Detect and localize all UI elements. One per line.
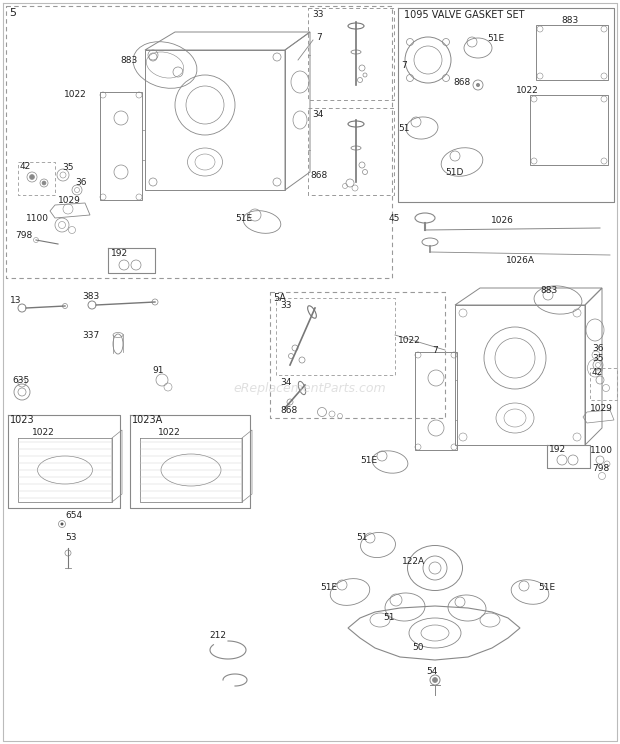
Circle shape [30, 175, 35, 179]
Text: 51E: 51E [360, 455, 377, 464]
Text: 635: 635 [12, 376, 29, 385]
Circle shape [42, 181, 46, 185]
Text: 36: 36 [592, 344, 603, 353]
Text: 883: 883 [540, 286, 557, 295]
Text: 51E: 51E [235, 214, 252, 222]
Text: 13: 13 [10, 295, 22, 304]
Text: 337: 337 [82, 330, 99, 339]
Circle shape [433, 678, 438, 682]
Text: 36: 36 [75, 178, 87, 187]
Circle shape [476, 83, 480, 87]
Text: 868: 868 [310, 170, 327, 179]
Text: 383: 383 [82, 292, 99, 301]
Text: 122A: 122A [402, 557, 425, 566]
Text: 1029: 1029 [590, 403, 613, 412]
Text: 1100: 1100 [590, 446, 613, 455]
Text: 51D: 51D [445, 167, 463, 176]
Text: 51E: 51E [538, 583, 555, 591]
Text: 883: 883 [120, 56, 137, 65]
Text: 1023A: 1023A [132, 415, 163, 425]
Text: 50: 50 [412, 644, 423, 652]
Text: 1022: 1022 [64, 89, 87, 98]
Text: 35: 35 [592, 353, 603, 362]
Circle shape [61, 522, 63, 525]
Text: 51E: 51E [320, 583, 337, 591]
Text: 1026: 1026 [490, 216, 513, 225]
Text: 7: 7 [401, 60, 407, 69]
Text: 34: 34 [312, 109, 324, 118]
Text: eReplacementParts.com: eReplacementParts.com [234, 382, 386, 394]
Text: 212: 212 [210, 630, 226, 640]
Text: 654: 654 [65, 510, 82, 519]
Text: 1022: 1022 [158, 428, 181, 437]
Text: 192: 192 [111, 248, 128, 257]
Text: 7: 7 [316, 33, 322, 42]
Text: 51: 51 [383, 614, 394, 623]
Text: 1022: 1022 [516, 86, 539, 94]
Text: 51: 51 [398, 124, 409, 132]
Text: 868: 868 [280, 405, 297, 414]
Text: 33: 33 [280, 301, 291, 310]
Text: 5A: 5A [273, 293, 286, 303]
Text: 798: 798 [592, 464, 609, 472]
Text: 35: 35 [62, 162, 74, 172]
Text: 33: 33 [312, 10, 324, 19]
Text: 53: 53 [65, 533, 76, 542]
Text: 1022: 1022 [398, 336, 421, 344]
Text: 51E: 51E [487, 33, 504, 42]
Text: 5: 5 [9, 8, 16, 18]
Text: 1100: 1100 [26, 214, 49, 222]
Text: 1026A: 1026A [505, 255, 534, 265]
Text: 54: 54 [427, 667, 438, 676]
Text: 883: 883 [561, 16, 578, 25]
Text: 34: 34 [280, 377, 291, 386]
Text: 192: 192 [549, 444, 566, 454]
Text: 1095 VALVE GASKET SET: 1095 VALVE GASKET SET [404, 10, 525, 20]
Text: 45: 45 [389, 214, 400, 222]
Text: 868: 868 [453, 77, 470, 86]
Text: 1029: 1029 [58, 196, 81, 205]
Text: 51: 51 [356, 533, 368, 542]
Text: 7: 7 [432, 345, 438, 354]
Text: 42: 42 [592, 368, 603, 376]
Text: 1022: 1022 [32, 428, 55, 437]
Text: 1023: 1023 [10, 415, 35, 425]
Text: 91: 91 [152, 365, 164, 374]
Text: 42: 42 [20, 161, 31, 170]
Text: 798: 798 [15, 231, 32, 240]
